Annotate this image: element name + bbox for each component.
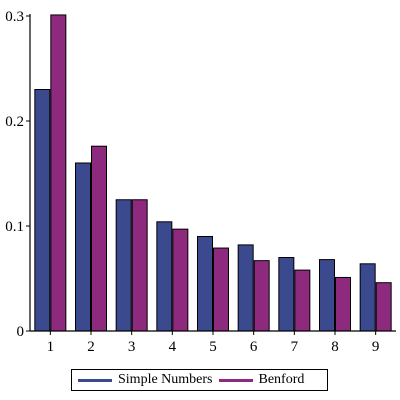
legend: Simple Numbers Benford bbox=[71, 369, 328, 391]
legend-swatch-simple-numbers bbox=[78, 378, 112, 382]
legend-label-benford: Benford bbox=[258, 372, 305, 387]
bar-benford-4 bbox=[172, 228, 189, 332]
bar-benford-1 bbox=[50, 14, 67, 332]
y-tick-label-0.2: 0.2 bbox=[5, 114, 24, 130]
bar-simple-numbers-9 bbox=[359, 263, 376, 332]
x-tick-label-6: 6 bbox=[250, 339, 258, 355]
bar-simple-numbers-3 bbox=[115, 199, 132, 332]
legend-swatch-benford bbox=[218, 378, 253, 382]
y-tick-label-0: 0 bbox=[17, 324, 25, 340]
bar-simple-numbers-8 bbox=[319, 259, 335, 332]
axes-group: 1 2 3 4 5 6 7 8 9 0 0.1 0.2 0.3 bbox=[5, 9, 396, 355]
bar-benford-7 bbox=[294, 269, 311, 332]
bar-simple-numbers-4 bbox=[156, 221, 173, 332]
x-tick-label-7: 7 bbox=[291, 339, 299, 355]
bar-benford-2 bbox=[91, 145, 107, 332]
x-tick-label-4: 4 bbox=[169, 339, 177, 355]
x-tick-label-8: 8 bbox=[331, 339, 339, 355]
bar-simple-numbers-1 bbox=[34, 89, 51, 332]
bar-simple-numbers-6 bbox=[237, 244, 254, 332]
bar-benford-5 bbox=[213, 247, 229, 332]
bar-benford-3 bbox=[131, 199, 148, 332]
bars-group bbox=[34, 14, 392, 332]
bar-benford-8 bbox=[335, 276, 351, 332]
y-tick-label-0.1: 0.1 bbox=[5, 219, 24, 235]
bar-benford-6 bbox=[253, 260, 270, 332]
bar-benford-9 bbox=[375, 282, 392, 332]
x-tick-label-1: 1 bbox=[47, 339, 55, 355]
x-tick-label-3: 3 bbox=[128, 339, 136, 355]
legend-item-benford: Benford bbox=[213, 372, 305, 388]
x-tick-label-9: 9 bbox=[372, 339, 380, 355]
bar-simple-numbers-7 bbox=[278, 257, 295, 332]
y-tick-label-0.3: 0.3 bbox=[5, 9, 24, 25]
x-tick-label-5: 5 bbox=[209, 339, 217, 355]
legend-label-simple-numbers: Simple Numbers bbox=[118, 372, 213, 387]
legend-item-simple-numbers: Simple Numbers bbox=[72, 372, 213, 388]
bar-simple-numbers-5 bbox=[197, 236, 213, 332]
x-tick-label-2: 2 bbox=[87, 339, 95, 355]
bar-simple-numbers-2 bbox=[75, 162, 91, 332]
